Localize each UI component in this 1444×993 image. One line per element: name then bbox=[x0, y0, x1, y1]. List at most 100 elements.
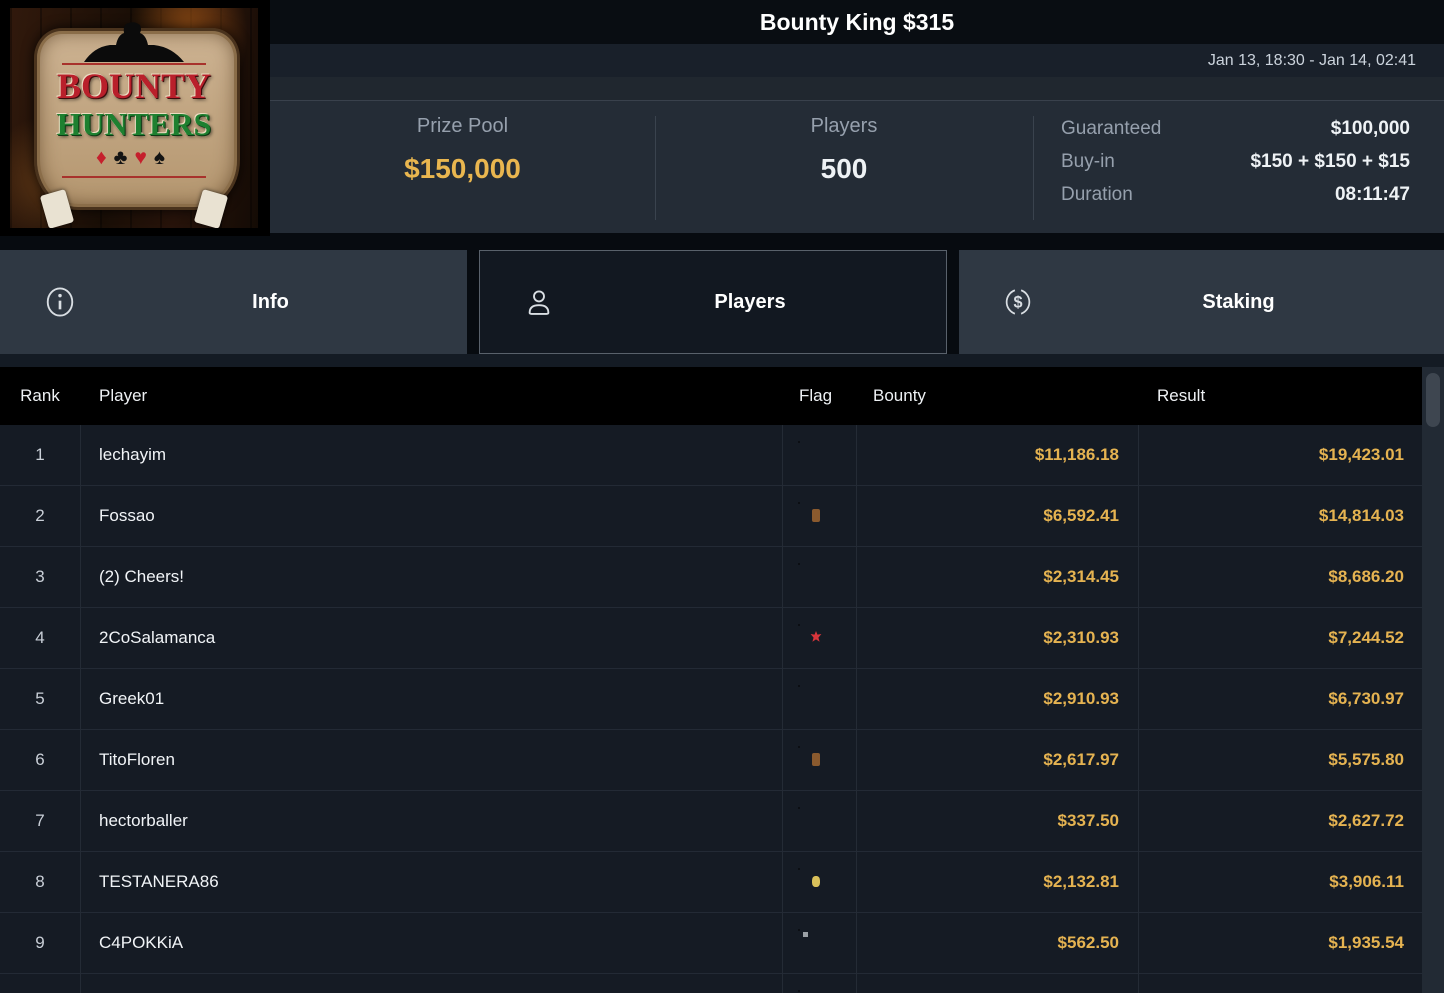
column-divider bbox=[782, 425, 783, 993]
divider bbox=[1033, 116, 1034, 220]
rank-cell: 8 bbox=[35, 872, 45, 891]
column-header-rank: Rank bbox=[20, 386, 60, 405]
column-header-player: Player bbox=[99, 386, 148, 405]
result-cell: $14,814.03 bbox=[1318, 506, 1404, 525]
duration-label: Duration bbox=[1061, 183, 1133, 205]
prize-pool-label: Prize Pool bbox=[416, 115, 509, 137]
result-cell: $7,244.52 bbox=[1328, 628, 1404, 647]
bounty-cell: $2,310.93 bbox=[1043, 628, 1119, 647]
tab-info[interactable]: Info bbox=[0, 250, 467, 354]
column-divider bbox=[80, 425, 81, 993]
divider bbox=[655, 116, 656, 220]
table-row[interactable]: 1 lechayim $11,186.18 $19,423.01 bbox=[0, 425, 1422, 486]
result-cell: $3,906.11 bbox=[1329, 872, 1404, 891]
column-header-result: Result bbox=[1157, 386, 1206, 405]
player-cell: 2CoSalamanca bbox=[99, 628, 216, 647]
title-bar: Bounty King $315 bbox=[270, 0, 1444, 44]
bounty-cell: $337.50 bbox=[1057, 811, 1119, 830]
rank-cell: 5 bbox=[35, 689, 45, 708]
bounty-cell: $2,617.97 bbox=[1043, 750, 1119, 769]
bounty-cell: $2,132.81 bbox=[1043, 872, 1119, 891]
player-cell: Greek01 bbox=[99, 689, 165, 708]
bounty-hunters-logo-image: BOUNTY HUNTERS ♦♣♥♠ bbox=[10, 8, 258, 228]
cowboy-silhouette-icon bbox=[84, 22, 184, 62]
leaderboard-table: 1 lechayim $11,186.18 $19,423.01 2 Fossa… bbox=[0, 425, 1422, 993]
buyin-row: Buy-in $150 + $150 + $15 bbox=[1061, 145, 1410, 178]
table-row[interactable]: 7 hectorballer $337.50 $2,627.72 bbox=[0, 791, 1422, 852]
tab-players-label: Players bbox=[714, 290, 786, 313]
table-row[interactable]: 3 (2) Cheers! $2,314.45 $8,686.20 bbox=[0, 547, 1422, 608]
duration-value: 08:11:47 bbox=[1334, 183, 1410, 205]
spacer-strip bbox=[0, 354, 1444, 367]
leaderboard-header: Rank Player Flag Bounty Result bbox=[0, 367, 1422, 425]
tournament-stats-panel: Prize Pool $150,000 Players 500 Guarante… bbox=[270, 100, 1444, 233]
column-header-bounty: Bounty bbox=[873, 386, 926, 405]
date-bar: Jan 13, 18:30 - Jan 14, 02:41 bbox=[270, 44, 1444, 77]
bounty-cell: $6,592.41 bbox=[1043, 506, 1119, 525]
tab-info-label: Info bbox=[252, 290, 289, 313]
table-row[interactable]: 4 2CoSalamanca $2,310.93 $7,244.52 bbox=[0, 608, 1422, 669]
bounty-cell: $2,314.45 bbox=[1043, 567, 1119, 586]
tournament-details: Guaranteed $100,000 Buy-in $150 + $150 +… bbox=[1033, 101, 1444, 233]
table-row[interactable]: 6 TitoFloren $2,617.97 $5,575.80 bbox=[0, 730, 1422, 791]
prize-pool-stat: Prize Pool $150,000 bbox=[270, 101, 655, 233]
diamond-suit-icon: ♦ bbox=[95, 146, 114, 169]
tab-staking-label: Staking bbox=[1202, 290, 1275, 313]
player-cell: TESTANERA86 bbox=[99, 872, 219, 891]
table-row[interactable]: 5 Greek01 $2,910.93 $6,730.97 bbox=[0, 669, 1422, 730]
column-divider bbox=[1138, 425, 1139, 993]
result-cell: $8,686.20 bbox=[1328, 567, 1404, 586]
guaranteed-row: Guaranteed $100,000 bbox=[1061, 112, 1410, 145]
scrollbar-track[interactable] bbox=[1422, 367, 1444, 993]
column-header-flag: Flag bbox=[799, 386, 833, 405]
tab-players[interactable]: Players bbox=[479, 250, 947, 354]
card-suits-icon: ♦♣♥♠ bbox=[10, 147, 258, 168]
players-stat: Players 500 bbox=[655, 101, 1033, 233]
buyin-label: Buy-in bbox=[1061, 150, 1115, 172]
result-cell: $6,730.97 bbox=[1328, 689, 1404, 708]
players-label: Players bbox=[810, 115, 878, 137]
spacer-strip bbox=[270, 77, 1444, 100]
rank-cell: 3 bbox=[35, 567, 45, 586]
heart-suit-icon: ♥ bbox=[134, 146, 154, 169]
result-cell: $5,575.80 bbox=[1328, 750, 1404, 769]
player-cell: C4POKKiA bbox=[99, 933, 184, 952]
bounty-cell: $11,186.18 bbox=[1034, 445, 1119, 464]
staking-dollar-icon: $ bbox=[1003, 250, 1033, 354]
rank-cell: 6 bbox=[35, 750, 45, 769]
scrollbar-thumb[interactable] bbox=[1426, 373, 1440, 427]
rank-cell: 4 bbox=[35, 628, 45, 647]
tab-staking[interactable]: $ Staking bbox=[959, 250, 1444, 354]
club-suit-icon: ♣ bbox=[113, 146, 135, 169]
buyin-value: $150 + $150 + $15 bbox=[1250, 150, 1410, 172]
bounty-cell: $562.50 bbox=[1057, 933, 1119, 952]
player-cell: lechayim bbox=[99, 445, 167, 464]
players-value: 500 bbox=[820, 153, 868, 184]
guaranteed-label: Guaranteed bbox=[1061, 117, 1162, 139]
table-row[interactable]: 9 C4POKKiA $562.50 $1,935.54 bbox=[0, 913, 1422, 974]
rank-cell: 1 bbox=[35, 445, 45, 464]
guaranteed-value: $100,000 bbox=[1330, 117, 1410, 139]
spade-suit-icon: ♠ bbox=[153, 146, 173, 169]
logo-word-bounty: BOUNTY bbox=[56, 66, 212, 106]
result-cell: $2,627.72 bbox=[1328, 811, 1404, 830]
table-row[interactable]: 8 TESTANERA86 $2,132.81 $3,906.11 bbox=[0, 852, 1422, 913]
prize-pool-value: $150,000 bbox=[404, 153, 521, 184]
player-cell: Fossao bbox=[99, 506, 155, 525]
tournament-logo: BOUNTY HUNTERS ♦♣♥♠ bbox=[0, 0, 270, 236]
table-row[interactable]: 10 bbox=[0, 974, 1422, 993]
table-row[interactable]: 2 Fossao $6,592.41 $14,814.03 bbox=[0, 486, 1422, 547]
result-cell: $1,935.54 bbox=[1328, 933, 1404, 952]
rank-cell: 10 bbox=[0, 974, 80, 993]
logo-divider bbox=[62, 176, 206, 178]
bounty-cell: $2,910.93 bbox=[1043, 689, 1119, 708]
column-divider bbox=[856, 425, 857, 993]
logo-word-hunters: HUNTERS bbox=[56, 106, 212, 142]
player-cell: TitoFloren bbox=[99, 750, 175, 769]
duration-row: Duration 08:11:47 bbox=[1061, 178, 1410, 211]
rank-cell: 2 bbox=[35, 506, 45, 525]
rank-cell: 9 bbox=[35, 933, 45, 952]
player-cell: (2) Cheers! bbox=[99, 567, 185, 586]
page-title: Bounty King $315 bbox=[759, 8, 955, 35]
tournament-date-range: Jan 13, 18:30 - Jan 14, 02:41 bbox=[1207, 51, 1416, 69]
